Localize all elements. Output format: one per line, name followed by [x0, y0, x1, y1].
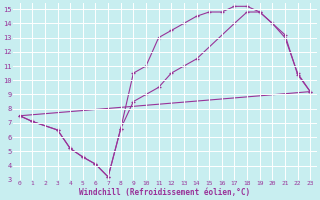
X-axis label: Windchill (Refroidissement éolien,°C): Windchill (Refroidissement éolien,°C): [79, 188, 251, 197]
